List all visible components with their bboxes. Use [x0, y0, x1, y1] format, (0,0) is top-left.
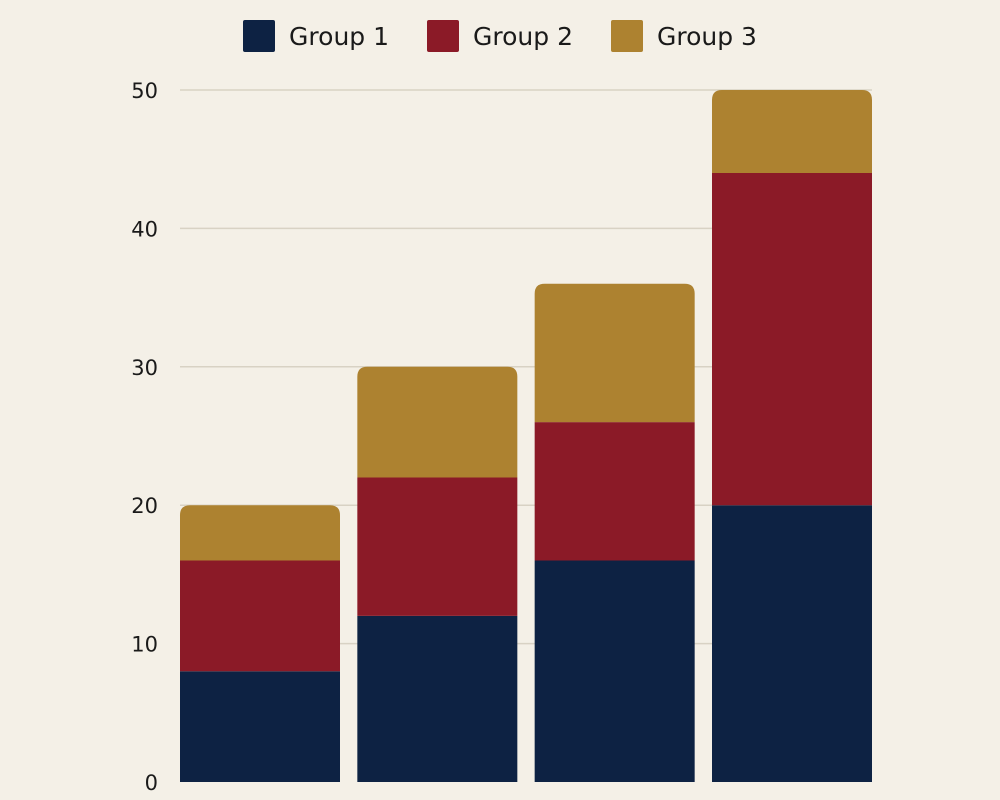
- bar-segment-group-1-col-3: [534, 560, 695, 782]
- bar-segment-group-2-col-3: [534, 422, 695, 561]
- bar-segment-group-2-col-1: [180, 560, 340, 672]
- legend-item-group-2: Group 2: [427, 20, 573, 52]
- bar-segment-group-2-col-4: [712, 173, 872, 506]
- bar-segment-group-3-col-3: [534, 283, 695, 423]
- legend-item-group-3: Group 3: [610, 20, 757, 52]
- y-tick-label: 10: [131, 633, 158, 657]
- legend-swatch-group-2: [427, 20, 460, 52]
- y-tick-label: 40: [131, 217, 158, 241]
- y-tick-label: 0: [145, 771, 158, 795]
- y-tick-label: 30: [131, 356, 158, 380]
- bar-segment-group-1-col-1: [180, 671, 340, 782]
- bar-segment-group-3-col-4: [712, 90, 872, 174]
- legend-label-group-3: Group 3: [656, 21, 757, 51]
- bar-segment-group-3-col-2: [357, 366, 518, 478]
- legend-swatch-group-3: [610, 20, 643, 52]
- bar-segment-group-1-col-2: [357, 615, 518, 782]
- legend-item-group-1: Group 1: [243, 20, 389, 52]
- y-tick-label: 20: [131, 494, 158, 518]
- bar-segment-group-3-col-1: [180, 505, 340, 561]
- legend-label-group-2: Group 2: [473, 21, 573, 51]
- legend: Group 1 Group 2 Group 3: [0, 20, 1000, 52]
- y-tick-label: 50: [131, 79, 158, 103]
- bar-segment-group-1-col-4: [712, 505, 872, 782]
- legend-label-group-1: Group 1: [289, 21, 390, 51]
- bar-segment-group-2-col-2: [357, 477, 518, 616]
- legend-swatch-group-1: [243, 20, 276, 52]
